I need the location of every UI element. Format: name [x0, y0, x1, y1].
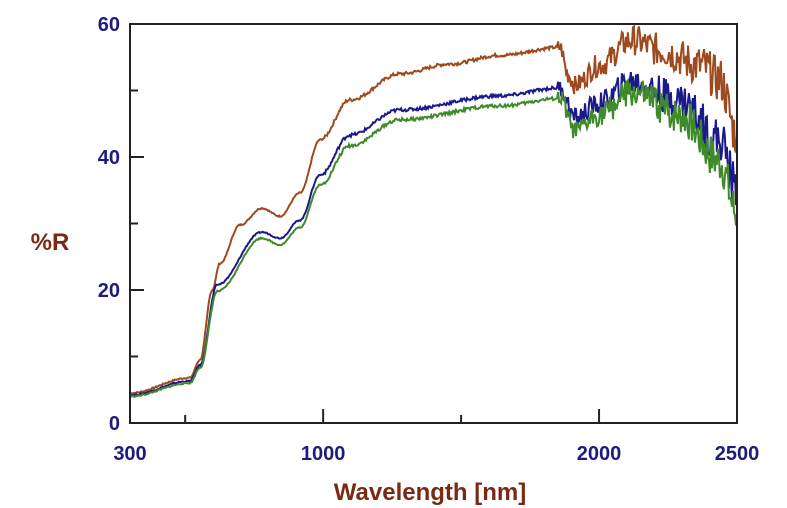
y-tick-label: 0	[109, 413, 120, 435]
x-tick-label: 300	[113, 443, 146, 465]
series-line-blue	[129, 71, 738, 397]
series-line-green	[129, 77, 738, 399]
y-tick-label: 60	[98, 14, 120, 36]
x-tick-label: 1000	[301, 443, 346, 465]
y-tick-label: 20	[98, 280, 120, 302]
series-layer	[129, 24, 738, 399]
y-axis-title: %R	[31, 229, 70, 256]
x-tick-label: 2500	[715, 443, 760, 465]
series-line-brown	[129, 24, 738, 395]
plot-frame	[129, 23, 738, 424]
ticks-layer	[129, 23, 738, 424]
x-tick-label: 2000	[577, 443, 622, 465]
x-axis-title: Wavelength [nm]	[334, 479, 526, 506]
labels-layer: 300 1000 2000 2500 0 20 40 60	[98, 14, 760, 465]
y-tick-label: 40	[98, 147, 120, 169]
